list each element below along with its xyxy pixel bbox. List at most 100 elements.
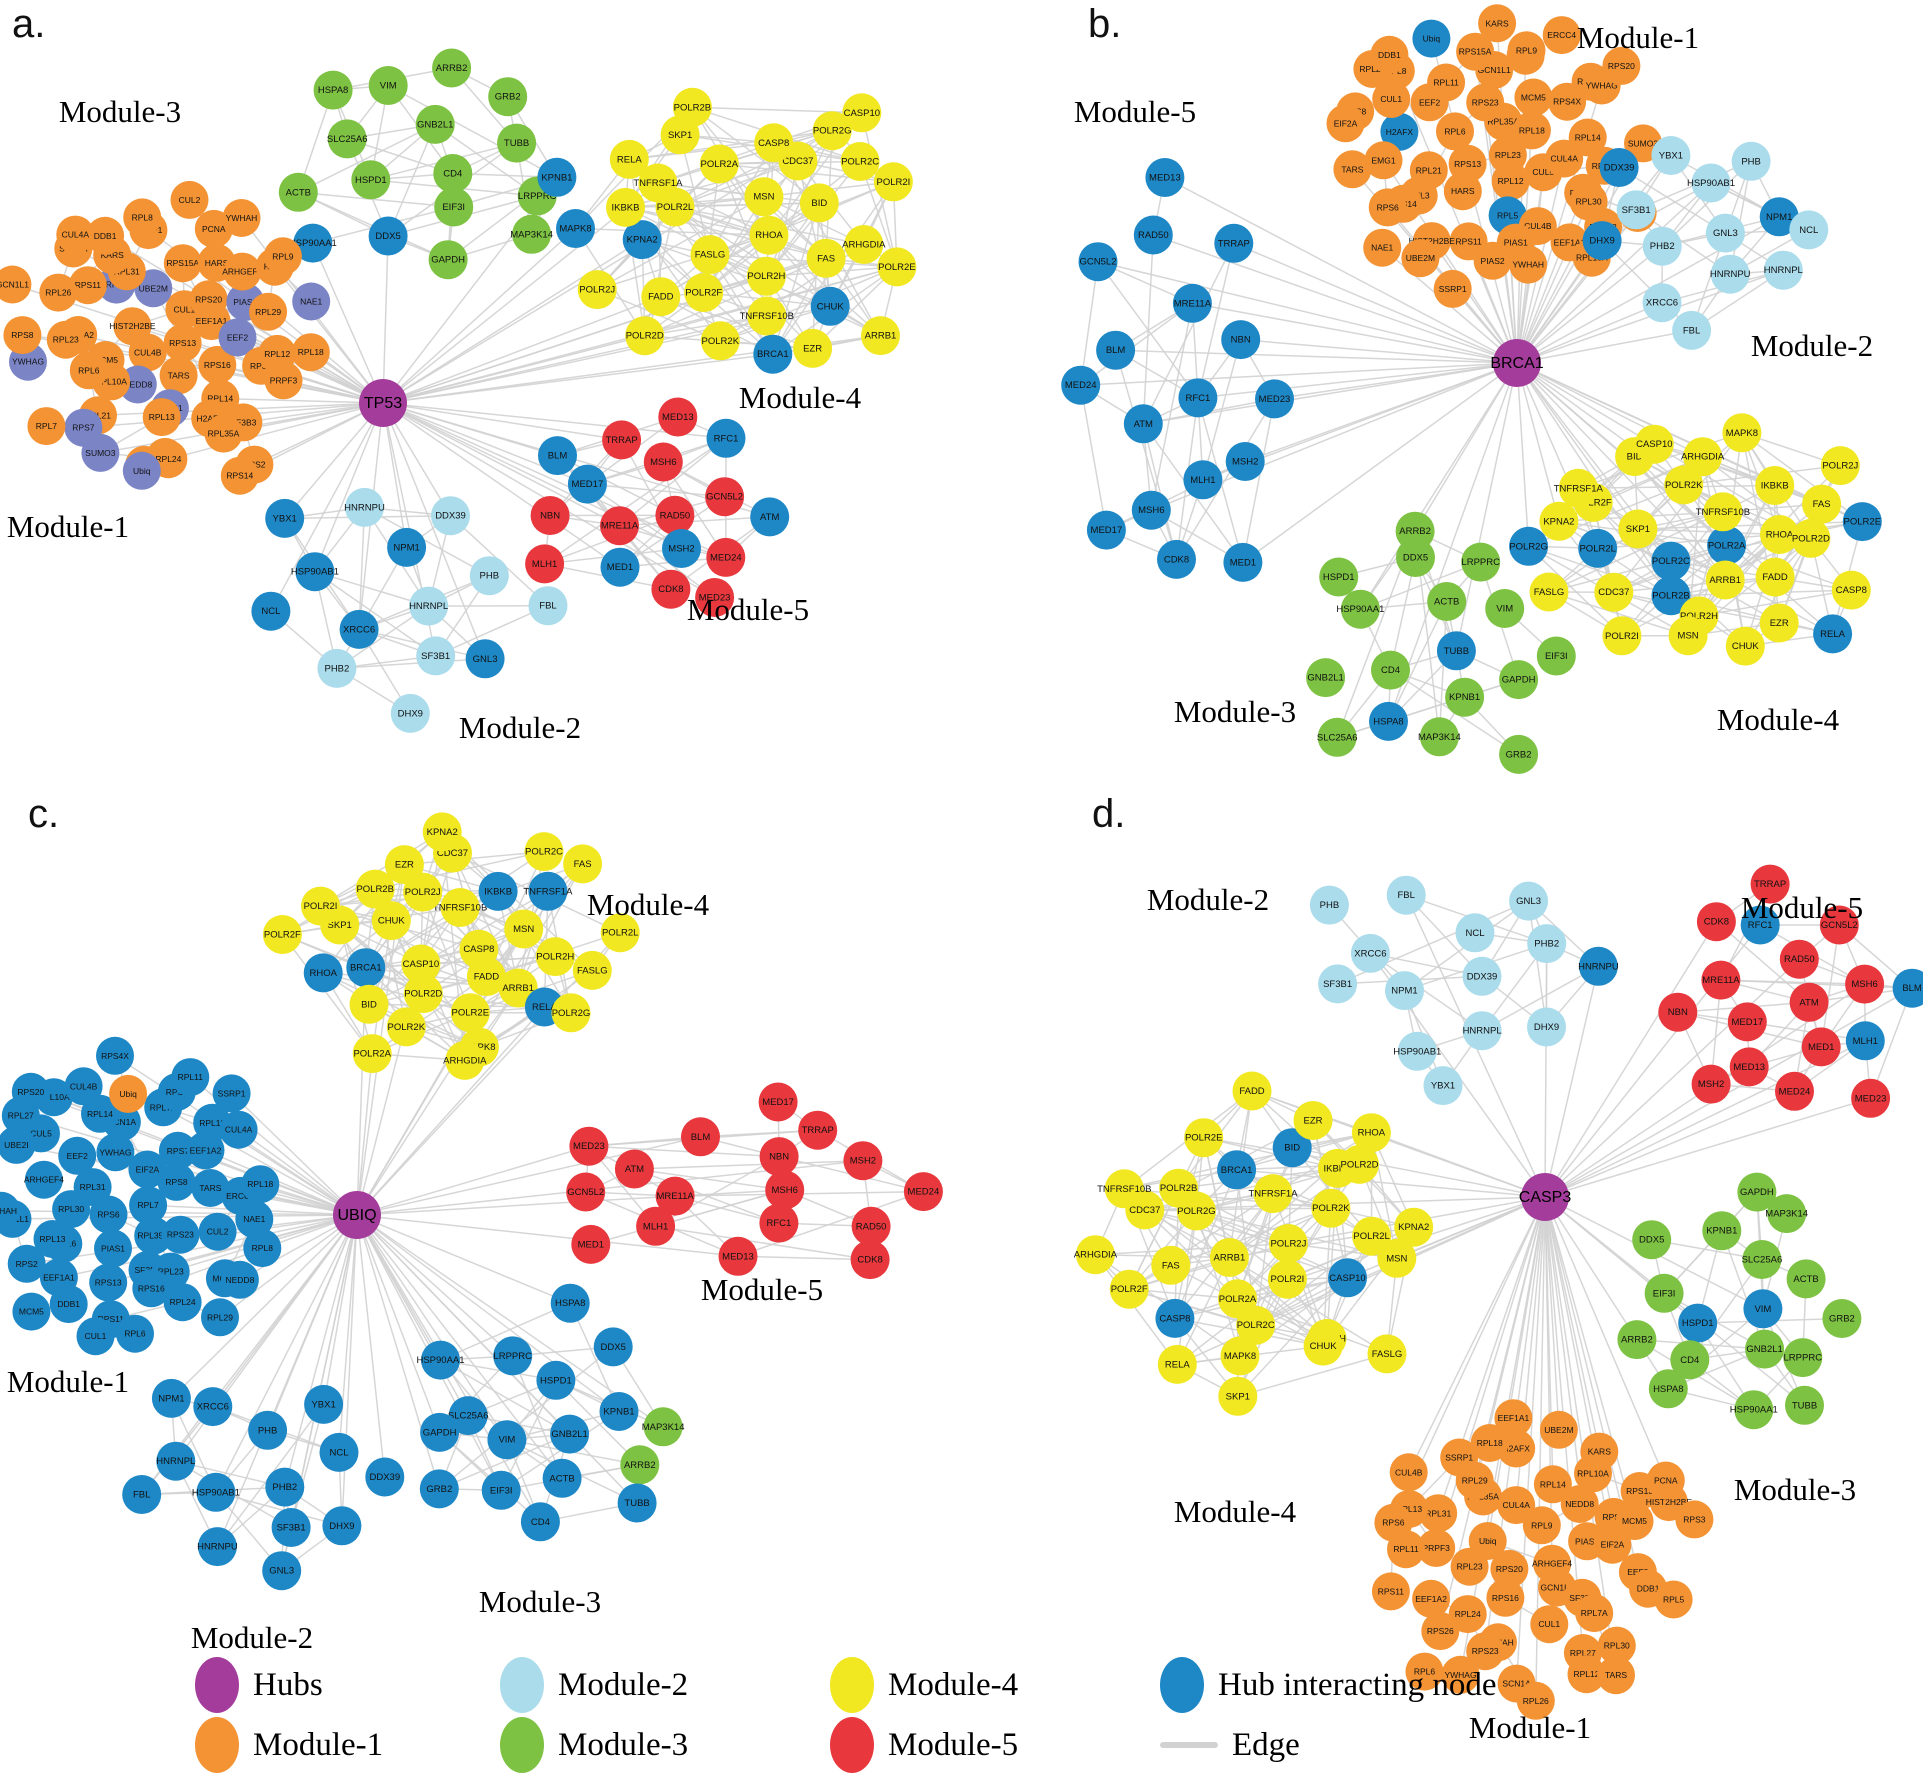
edge — [1544, 966, 1600, 1198]
edge — [387, 84, 558, 178]
legend-item-module5: Module-5 — [830, 1717, 1160, 1773]
node-GNL3: GNL3 — [465, 639, 505, 679]
node-RPL12: RPL12 — [1491, 162, 1530, 201]
node-RPS13: RPS13 — [89, 1263, 128, 1302]
edge — [356, 1214, 664, 1428]
node-GNL3: GNL3 — [262, 1551, 302, 1591]
node-POLR2H: POLR2H — [535, 937, 575, 977]
node-RPS23: RPS23 — [161, 1215, 200, 1254]
node-MED13: MED13 — [1145, 158, 1185, 197]
edge — [1528, 545, 1623, 637]
module-label-b-Module-4: Module-4 — [1717, 702, 1840, 737]
edge — [1516, 245, 1663, 364]
node-MSH2: MSH2 — [843, 1141, 883, 1181]
edge — [314, 571, 437, 657]
edge — [365, 955, 556, 969]
node-HNRNPL: HNRNPL — [1463, 1011, 1502, 1051]
node-MED17: MED17 — [567, 464, 607, 504]
edge — [1150, 303, 1194, 511]
node-EZR: EZR — [1759, 603, 1799, 643]
node-RAD50: RAD50 — [655, 495, 695, 535]
node-DDX5: DDX5 — [368, 216, 408, 256]
module-label-d-Module-2: Module-2 — [1147, 882, 1269, 917]
edge — [434, 123, 538, 197]
edge — [1274, 362, 1518, 400]
node-HSPD1: HSPD1 — [351, 160, 391, 200]
edge — [1202, 339, 1242, 480]
edge — [216, 1214, 358, 1547]
node-RPL18: RPL18 — [1512, 111, 1551, 150]
node-GNB2L1: GNB2L1 — [415, 104, 455, 144]
node-TUBB: TUBB — [497, 123, 537, 163]
edge — [270, 402, 384, 612]
node-POLR2C: POLR2C — [524, 832, 564, 872]
node-CUL1: CUL1 — [76, 1317, 115, 1356]
node-MED1: MED1 — [1223, 542, 1263, 582]
node-POLR2E: POLR2E — [877, 247, 917, 287]
edge — [1455, 362, 1518, 651]
node-RAD50: RAD50 — [851, 1206, 891, 1246]
node-NEDD8: NEDD8 — [220, 1260, 259, 1299]
node-RPS3: RPS3 — [1675, 1500, 1714, 1539]
edge — [1689, 1259, 1763, 1361]
hubs-swatch — [195, 1657, 239, 1713]
node-CUL4A: CUL4A — [1497, 1486, 1536, 1525]
node-MED17: MED17 — [1727, 1002, 1767, 1042]
edge — [517, 863, 584, 989]
node-POLR2D: POLR2D — [403, 974, 443, 1014]
node-EEF1A1: EEF1A1 — [1494, 1399, 1533, 1438]
node-POLR2K: POLR2K — [386, 1007, 426, 1047]
node-VIM: VIM — [1485, 589, 1525, 628]
node-GRB2: GRB2 — [488, 77, 528, 117]
module-label-c-Module-5: Module-5 — [701, 1272, 823, 1307]
node-GCN5L2: GCN5L2 — [705, 477, 745, 517]
edge — [797, 160, 831, 307]
node-TRRAP: TRRAP — [1214, 223, 1254, 263]
hub-node-TP53: TP53 — [359, 379, 407, 427]
node-IKBKB: IKBKB — [606, 187, 645, 227]
node-FAS: FAS — [806, 238, 846, 278]
node-RPS4X: RPS4X — [96, 1036, 134, 1075]
edge — [1359, 362, 1518, 610]
edge — [1237, 1353, 1388, 1398]
edge — [290, 1404, 325, 1528]
legend-label: Module-5 — [888, 1726, 1019, 1763]
edge — [1544, 1040, 1866, 1198]
node-YWHAH: YWHAH — [1509, 245, 1548, 284]
node-RPS15A: RPS15A — [163, 244, 202, 283]
node-RPL7: RPL7 — [27, 407, 66, 446]
node-NBN: NBN — [1221, 320, 1261, 360]
node-KPNB1: KPNB1 — [1445, 677, 1485, 717]
node-KPNB1: KPNB1 — [537, 157, 577, 197]
node-RPS8: RPS8 — [3, 316, 42, 355]
edge — [634, 1168, 780, 1224]
node-FBL: FBL — [122, 1475, 162, 1514]
edge — [1192, 302, 1518, 364]
module-label-c-Module-2: Module-2 — [191, 1620, 313, 1655]
node-RPL23: RPL23 — [1450, 1547, 1489, 1586]
node-ARRB2: ARRB2 — [620, 1445, 660, 1485]
node-EZR: EZR — [1293, 1101, 1333, 1140]
edge — [358, 507, 366, 630]
edge — [382, 402, 486, 660]
node-RAD50: RAD50 — [1779, 939, 1819, 979]
edge — [382, 227, 577, 404]
node-POLR2C: POLR2C — [1651, 541, 1691, 581]
node-FASLG: FASLG — [1367, 1334, 1407, 1374]
node-CUL4B: CUL4B — [64, 1067, 103, 1106]
node-RPS6: RPS6 — [1368, 188, 1407, 227]
node-BLM: BLM — [681, 1117, 720, 1157]
node-GRB2: GRB2 — [1499, 734, 1539, 774]
edge — [1079, 385, 1108, 531]
node-ACTB: ACTB — [542, 1458, 582, 1498]
node-GAPDH: GAPDH — [420, 1412, 460, 1452]
panel-letter-d: d. — [1092, 792, 1126, 836]
edge — [298, 191, 454, 208]
node-ATM: ATM — [614, 1149, 654, 1189]
edge — [737, 1190, 924, 1258]
edge — [371, 920, 393, 1054]
edge — [382, 295, 662, 404]
legend-item-module4: Module-4 — [830, 1657, 1160, 1713]
